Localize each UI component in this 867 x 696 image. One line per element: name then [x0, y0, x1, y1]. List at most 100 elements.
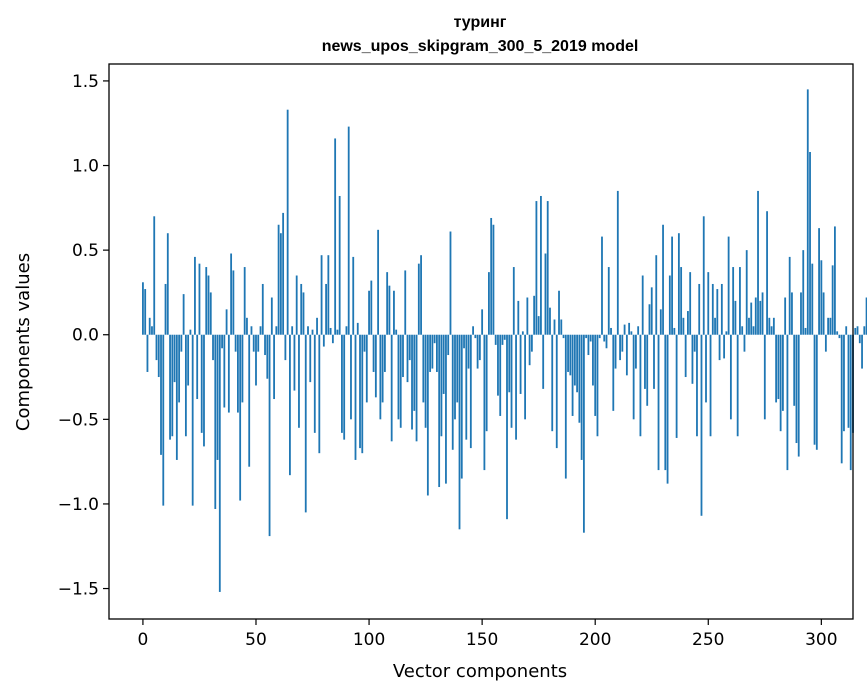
- bar-92: [350, 334, 352, 420]
- bar-11: [166, 233, 169, 335]
- x-axis-ticks: 0 50 100 150 200 250 300: [138, 619, 838, 650]
- bar-298: [815, 334, 818, 450]
- bar-35: [221, 334, 223, 349]
- bar-291: [800, 292, 802, 335]
- bar-235: [673, 327, 676, 335]
- bar-131: [438, 334, 441, 488]
- bar-315: [854, 327, 857, 335]
- bar-133: [442, 334, 445, 394]
- bar-307: [836, 331, 839, 335]
- y-axis-label: Components values: [13, 253, 34, 431]
- bar-56: [268, 334, 271, 537]
- bar-230: [662, 224, 664, 335]
- bar-72: [304, 334, 307, 513]
- bar-128: [431, 334, 434, 369]
- bar-58: [273, 334, 275, 400]
- bar-141: [460, 334, 463, 479]
- bar-224: [648, 304, 651, 335]
- bar-33: [216, 334, 219, 460]
- bar-57: [270, 297, 273, 335]
- bar-242: [689, 272, 692, 335]
- bar-159: [501, 334, 504, 345]
- bar-26: [200, 334, 203, 433]
- bar-243: [691, 334, 694, 384]
- bar-116: [404, 270, 407, 335]
- bar-287: [791, 292, 793, 335]
- bar-153: [488, 272, 490, 335]
- bar-77: [316, 317, 318, 335]
- bar-304: [829, 317, 832, 335]
- bar-195: [582, 334, 585, 533]
- bar-154: [490, 217, 493, 335]
- x-tick-label: 0: [138, 630, 149, 650]
- bar-78: [318, 334, 321, 454]
- bar-213: [623, 324, 626, 335]
- bar-134: [445, 334, 447, 484]
- bar-191: [573, 334, 576, 386]
- bar-264: [739, 267, 741, 335]
- bar-303: [827, 317, 830, 335]
- bar-160: [503, 334, 506, 340]
- bar-175: [537, 316, 540, 335]
- bar-300: [820, 260, 823, 335]
- bar-198: [589, 334, 592, 342]
- bar-30: [209, 292, 212, 335]
- bar-124: [422, 334, 425, 403]
- bar-42: [237, 334, 239, 413]
- bar-67: [293, 334, 296, 391]
- bar-194: [580, 334, 583, 460]
- bar-43: [239, 334, 242, 501]
- y-tick-label: −1.0: [58, 495, 99, 515]
- bar-21: [189, 329, 192, 335]
- bar-46: [246, 317, 248, 335]
- bars-group: [142, 89, 867, 592]
- bar-41: [234, 334, 237, 352]
- bar-231: [664, 334, 667, 471]
- bar-318: [861, 334, 863, 369]
- bar-125: [424, 334, 427, 428]
- bar-197: [587, 334, 590, 356]
- bar-188: [567, 334, 569, 372]
- bar-297: [813, 334, 816, 445]
- bar-253: [714, 317, 716, 335]
- bar-173: [533, 295, 536, 335]
- bar-5: [153, 216, 156, 335]
- bar-176: [540, 195, 542, 335]
- bar-61: [279, 233, 282, 335]
- bar-156: [494, 334, 497, 345]
- bar-121: [415, 334, 418, 442]
- bar-250: [707, 272, 710, 335]
- bar-282: [779, 334, 782, 432]
- bar-54: [264, 334, 266, 356]
- bar-99: [365, 334, 368, 403]
- bar-75: [311, 329, 314, 335]
- bar-196: [585, 334, 588, 339]
- bar-115: [402, 334, 404, 378]
- bar-285: [786, 334, 789, 471]
- y-tick-label: 1.0: [72, 157, 99, 177]
- bar-37: [225, 309, 228, 335]
- bar-202: [598, 334, 601, 339]
- bar-14: [173, 334, 176, 383]
- chart-title-line2: news_upos_skipgram_300_5_2019 model: [322, 38, 639, 55]
- bar-294: [806, 89, 809, 335]
- x-tick-label: 200: [579, 630, 611, 650]
- bar-89: [343, 334, 346, 440]
- bar-140: [458, 334, 461, 530]
- bar-136: [449, 231, 452, 335]
- bar-25: [198, 263, 201, 335]
- bar-227: [655, 255, 658, 335]
- bar-313: [849, 334, 852, 471]
- bar-149: [478, 334, 481, 361]
- y-tick-label: 0.0: [72, 326, 99, 346]
- bar-269: [750, 302, 753, 335]
- bar-111: [393, 290, 395, 335]
- x-tick-label: 150: [466, 630, 498, 650]
- bar-258: [725, 331, 728, 335]
- bar-305: [831, 265, 834, 335]
- bar-158: [499, 334, 502, 416]
- bar-248: [702, 216, 705, 335]
- y-tick-label: −1.5: [58, 580, 99, 600]
- bar-277: [768, 317, 771, 335]
